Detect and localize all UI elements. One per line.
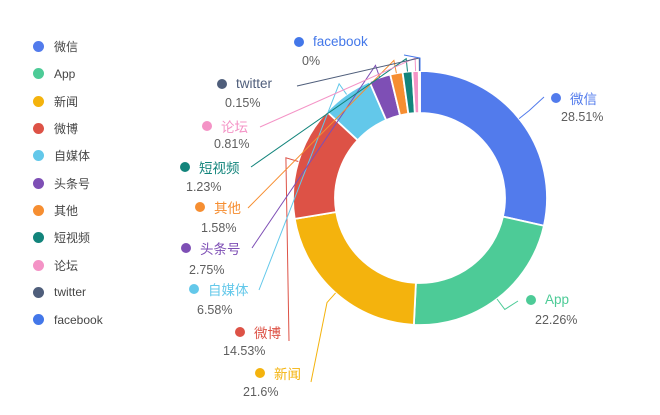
leader-line-论坛 [259, 57, 417, 128]
legend-swatch-icon [33, 314, 44, 326]
callout-swatch-icon [217, 78, 227, 89]
legend-item-论坛[interactable]: 论坛 [33, 251, 103, 278]
legend-label: 微博 [54, 122, 79, 137]
callout-微博: 微博 [235, 322, 281, 342]
slice-微信[interactable] [419, 70, 548, 227]
legend-swatch-icon [33, 259, 44, 271]
legend-item-短视频[interactable]: 短视频 [33, 224, 103, 251]
callout-微信: 微信 [551, 88, 597, 108]
leader-line-头条号 [251, 64, 381, 249]
callout-swatch-icon [294, 36, 304, 47]
callout-其他: 其他 [195, 197, 241, 217]
slice-percent: 0.15% [225, 96, 261, 110]
legend-item-facebook[interactable]: facebook [33, 306, 103, 333]
leader-line-微信 [518, 96, 545, 119]
callout-App: App [526, 292, 569, 307]
callout-新闻: 新闻 [255, 363, 301, 383]
legend-label: 头条号 [54, 176, 91, 191]
slice-label: facebook [313, 34, 368, 49]
legend-label: 新闻 [54, 94, 79, 109]
leader-line-自媒体 [258, 82, 348, 291]
callout-facebook: facebook [294, 34, 368, 49]
callout-swatch-icon [180, 162, 190, 172]
callout-头条号: 头条号 [181, 238, 241, 258]
leader-line-微博 [285, 157, 299, 342]
legend-label: 微信 [54, 40, 79, 55]
slice-label: twitter [236, 76, 273, 91]
slice-percent: 1.58% [201, 221, 237, 235]
slice-label: 其他 [214, 201, 241, 216]
slice-label: 短视频 [199, 161, 240, 176]
legend-item-微博[interactable]: 微博 [33, 115, 103, 142]
callout-自媒体: 自媒体 [189, 279, 249, 299]
leader-line-短视频 [250, 57, 408, 168]
slice-percent: 2.75% [189, 263, 225, 277]
leader-line-App [496, 298, 519, 311]
slice-percent: 0.81% [214, 137, 250, 151]
slice-label: App [545, 292, 570, 307]
slice-label: 微信 [570, 92, 597, 107]
slice-percent: 21.6% [243, 385, 279, 399]
leader-line-其他 [247, 59, 397, 209]
chart-legend: 微信 App 新闻微博自媒体头条号其他短视频论坛 twitter facebook [33, 33, 103, 333]
legend-swatch-icon [33, 150, 44, 162]
leader-line-新闻 [310, 292, 336, 383]
slice-percent: 28.51% [561, 110, 604, 124]
legend-label: facebook [54, 312, 103, 327]
callout-短视频: 短视频 [180, 157, 240, 177]
legend-label: 短视频 [54, 231, 91, 246]
legend-label: 论坛 [54, 258, 79, 273]
callout-swatch-icon [255, 368, 265, 378]
legend-swatch-icon [33, 95, 44, 107]
callout-论坛: 论坛 [202, 116, 248, 136]
legend-swatch-icon [33, 286, 44, 298]
legend-item-自媒体[interactable]: 自媒体 [33, 142, 103, 169]
legend-label: twitter [54, 285, 87, 300]
legend-label: 其他 [54, 203, 79, 218]
callout-swatch-icon [189, 284, 199, 294]
slice-percent: 22.26% [535, 313, 578, 327]
slice-label: 头条号 [200, 242, 241, 257]
leader-line-facebook [403, 54, 421, 71]
slice-新闻[interactable] [293, 211, 417, 326]
slice-percent: 0% [302, 54, 321, 68]
slice-percent: 6.58% [197, 303, 233, 317]
slice-percent: 1.23% [186, 180, 222, 194]
slice-percent: 14.53% [223, 344, 266, 358]
legend-swatch-icon [33, 41, 44, 53]
legend-item-新闻[interactable]: 新闻 [33, 88, 103, 115]
legend-label: App [54, 66, 76, 81]
callout-swatch-icon [195, 202, 205, 212]
callout-swatch-icon [526, 294, 536, 305]
callout-swatch-icon [181, 243, 191, 253]
legend-swatch-icon [33, 204, 44, 216]
slice-label: 微博 [254, 326, 281, 341]
legend-item-微信[interactable]: 微信 [33, 33, 103, 60]
slice-twitter[interactable] [417, 70, 421, 114]
slice-label: 自媒体 [208, 283, 249, 298]
legend-item-App[interactable]: App [33, 60, 103, 87]
slice-label: 新闻 [274, 367, 301, 382]
callout-swatch-icon [551, 93, 561, 103]
legend-swatch-icon [33, 177, 44, 189]
legend-item-其他[interactable]: 其他 [33, 197, 103, 224]
legend-swatch-icon [33, 232, 44, 244]
slice-App[interactable] [412, 215, 545, 326]
legend-item-twitter[interactable]: twitter [33, 279, 103, 306]
callout-twitter: twitter [217, 76, 272, 91]
legend-swatch-icon [33, 123, 44, 135]
callout-swatch-icon [202, 121, 212, 131]
legend-item-头条号[interactable]: 头条号 [33, 169, 103, 196]
slice-label: 论坛 [221, 120, 248, 135]
legend-swatch-icon [33, 68, 44, 80]
legend-label: 自媒体 [54, 149, 91, 164]
callout-swatch-icon [235, 327, 245, 337]
